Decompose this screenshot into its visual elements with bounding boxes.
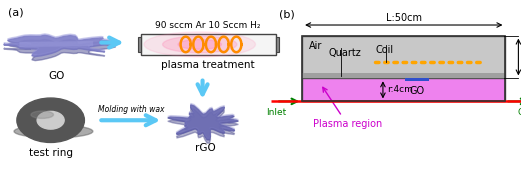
- Polygon shape: [168, 108, 239, 143]
- Text: rGO: rGO: [195, 143, 216, 153]
- Text: GO: GO: [409, 86, 425, 96]
- Text: Quartz: Quartz: [328, 48, 361, 58]
- Text: Coil: Coil: [375, 45, 393, 55]
- Circle shape: [17, 98, 84, 142]
- Ellipse shape: [163, 36, 237, 53]
- Text: r:4cm: r:4cm: [387, 85, 413, 94]
- Text: GO: GO: [48, 71, 65, 81]
- Ellipse shape: [38, 129, 69, 134]
- Text: Outlet: Outlet: [517, 108, 521, 117]
- Ellipse shape: [14, 125, 93, 138]
- Text: (b): (b): [279, 9, 294, 19]
- Bar: [302, 36, 505, 101]
- Bar: [302, 73, 505, 78]
- Ellipse shape: [144, 32, 255, 57]
- Polygon shape: [4, 39, 116, 61]
- Bar: [405, 78, 428, 81]
- Circle shape: [37, 111, 64, 129]
- Polygon shape: [168, 103, 239, 138]
- Polygon shape: [4, 34, 116, 55]
- Text: Molding with wax: Molding with wax: [97, 105, 164, 114]
- Text: plasma treatment: plasma treatment: [162, 60, 255, 70]
- Text: Air: Air: [308, 41, 322, 51]
- Polygon shape: [168, 105, 239, 140]
- Bar: [276, 37, 279, 52]
- Polygon shape: [4, 35, 116, 57]
- Text: (a): (a): [8, 7, 24, 17]
- Text: test ring: test ring: [29, 148, 72, 158]
- Ellipse shape: [178, 40, 221, 49]
- Text: L:50cm: L:50cm: [386, 13, 422, 23]
- Bar: [138, 37, 141, 52]
- Bar: [141, 34, 276, 55]
- Text: 90 sccm Ar 10 Sccm H₂: 90 sccm Ar 10 Sccm H₂: [155, 21, 261, 30]
- Ellipse shape: [31, 111, 54, 118]
- Text: Plasma region: Plasma region: [313, 87, 382, 129]
- Bar: [302, 36, 505, 78]
- Bar: [302, 78, 505, 101]
- Text: Inlet: Inlet: [266, 108, 286, 117]
